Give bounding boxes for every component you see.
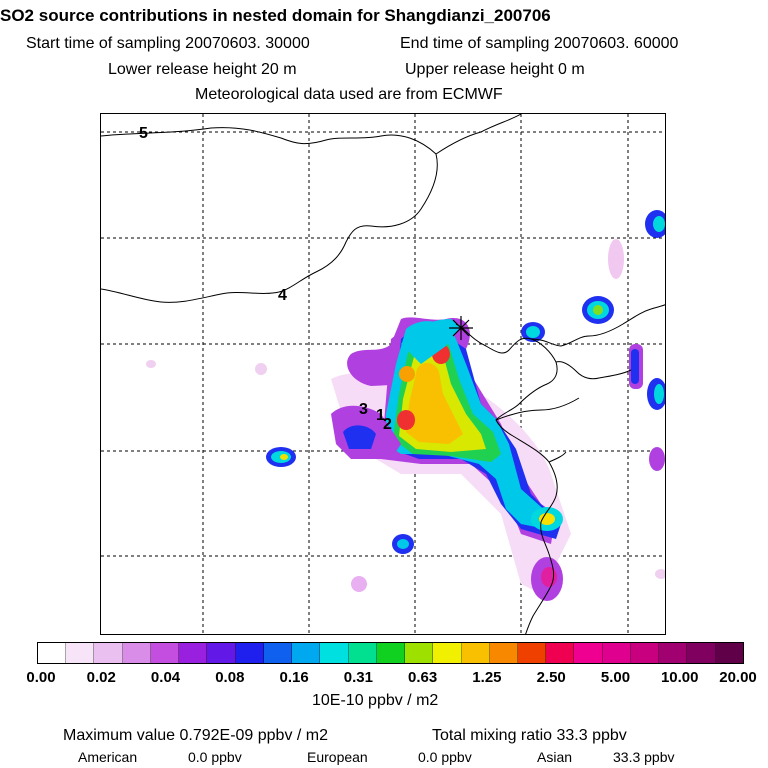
coastlines [101, 114, 665, 634]
color-scale-tick-label: 0.08 [215, 669, 245, 686]
color-scale-swatch [433, 643, 462, 663]
color-scale-swatch [320, 643, 349, 663]
upper-release-height: Upper release height 0 m [405, 61, 585, 78]
color-scale-swatch [489, 643, 518, 663]
color-scale-tick-label: 0.00 [26, 669, 56, 686]
chart-title: SO2 source contributions in nested domai… [0, 6, 551, 25]
european-label: European [307, 749, 368, 765]
color-scale-swatch [150, 643, 180, 663]
color-scale-swatch [122, 643, 151, 663]
color-scale-swatch [292, 643, 321, 663]
color-scale-tick-label: 2.50 [536, 669, 566, 686]
color-scale-tick-label: 10.00 [660, 669, 699, 686]
color-scale-tick-label: 20.00 [719, 669, 757, 686]
color-scale-swatch [715, 643, 743, 663]
color-scale-swatch [38, 643, 67, 663]
asian-value: 33.3 ppbv [613, 749, 675, 765]
end-time: End time of sampling 20070603. 60000 [400, 35, 679, 52]
color-scale-swatch [179, 643, 208, 663]
color-scale-swatch [376, 643, 406, 663]
european-value: 0.0 ppbv [418, 749, 472, 765]
color-scale-swatch [207, 643, 236, 663]
total-mixing-ratio: Total mixing ratio 33.3 ppbv [432, 727, 627, 744]
color-scale-swatch [348, 643, 377, 663]
max-value-label: Maximum value 0.792E-09 ppbv / m2 [63, 727, 329, 744]
color-scale-swatch [235, 643, 264, 663]
region-label-3: 3 [359, 401, 368, 418]
region-label-1: 1 [376, 407, 385, 424]
met-data-note: Meteorological data used are from ECMWF [195, 86, 503, 103]
region-label-5: 5 [139, 125, 148, 142]
color-scale-swatch [263, 643, 293, 663]
star-marker [449, 316, 473, 340]
color-scale-swatch [574, 643, 603, 663]
color-scale-swatch [66, 643, 95, 663]
color-scale-tick-label: 5.00 [600, 669, 631, 686]
start-time: Start time of sampling 20070603. 30000 [26, 35, 310, 52]
color-scale-swatch [546, 643, 575, 663]
color-scale-tick-label: 0.04 [150, 669, 181, 686]
map-panel: 5 4 3 1 2 [100, 113, 666, 635]
color-scale-swatch [517, 643, 547, 663]
color-scale-swatch [630, 643, 660, 663]
lower-release-height: Lower release height 20 m [108, 61, 297, 78]
color-scale-tick-label: 0.16 [279, 669, 309, 686]
color-scale-tick-label: 0.31 [343, 669, 373, 686]
color-scale-unit: 10E-10 ppbv / m2 [312, 692, 439, 709]
color-scale-swatch [405, 643, 434, 663]
color-scale-swatch [659, 643, 688, 663]
american-value: 0.0 ppbv [188, 749, 242, 765]
color-scale-tick-label: 1.25 [472, 669, 502, 686]
color-scale-swatch [687, 643, 716, 663]
color-scale-swatch [94, 643, 123, 663]
american-label: American [78, 749, 138, 765]
concentration-field [146, 210, 665, 601]
asian-label: Asian [537, 749, 573, 765]
color-scale-tick-label: 0.63 [408, 669, 438, 686]
region-label-2: 2 [383, 416, 392, 433]
region-label-4: 4 [278, 287, 287, 304]
color-scale-swatch [602, 643, 631, 663]
map-svg: 5 4 3 1 2 [101, 114, 665, 634]
color-scale-bar [37, 642, 744, 664]
color-scale-swatch [461, 643, 490, 663]
color-scale-tick-label: 0.02 [86, 669, 116, 686]
color-scale-ticks: 0.00 0.02 0.04 0.08 0.16 0.31 0.63 1.25 2.50 5.00… [0, 669, 768, 689]
